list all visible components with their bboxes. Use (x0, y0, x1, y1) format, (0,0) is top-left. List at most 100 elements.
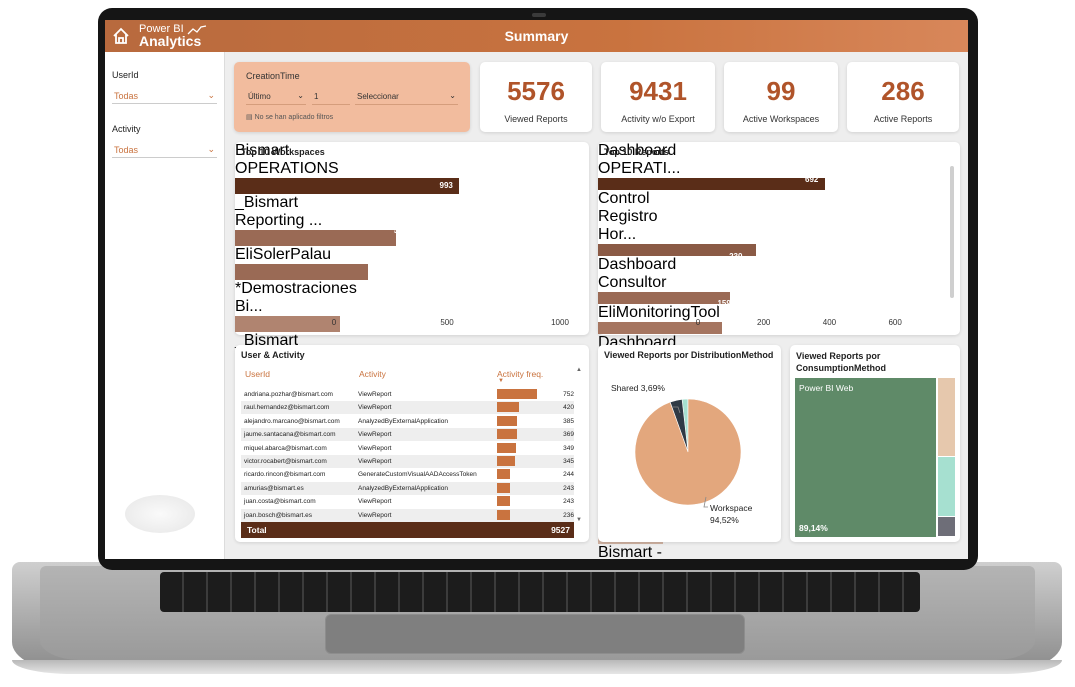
kpi-value: 5576 (507, 76, 565, 106)
user-activity-table: User & Activity UserId Activity Activity… (235, 345, 589, 542)
cell-activity: ViewReport (358, 431, 392, 439)
bar[interactable] (598, 322, 722, 334)
axis-tick-label: 1000 (551, 318, 569, 327)
filter-note: ▤ No se han aplicado filtros (246, 113, 333, 121)
table-title: User & Activity (241, 350, 305, 360)
brand-line2: Analytics (139, 33, 202, 49)
bar-value: 306 (741, 236, 755, 246)
table-row[interactable]: juan.costa@bismart.com ViewReport 243 (241, 495, 574, 509)
scroll-down-icon[interactable]: ▼ (576, 517, 582, 523)
keyboard (160, 572, 920, 612)
table-row[interactable]: miquel.abarca@bismart.com ViewReport 349 (241, 441, 574, 455)
bar[interactable] (235, 264, 368, 280)
pie-chart (634, 398, 742, 508)
freq-bar (497, 442, 516, 453)
chevron-down-icon: ⌄ (207, 90, 215, 100)
cell-freq: 369 (563, 431, 574, 439)
bar[interactable] (598, 244, 757, 256)
activity-dropdown[interactable]: Todas ⌄ (112, 142, 217, 158)
treemap-cell[interactable] (937, 457, 955, 517)
axis-tick-label: 500 (440, 318, 454, 327)
decorative-cloud (125, 495, 195, 533)
kpi-label: Activity w/o Export (621, 114, 695, 124)
treemap-pct: 89,14% (799, 523, 828, 533)
axis-tick-label: 0 (695, 318, 701, 327)
bar-value: 481 (770, 190, 784, 199)
cell-activity: AnalyzedByExternalApplication (358, 417, 448, 425)
col-userid[interactable]: UserId (245, 369, 271, 379)
cell-freq: 243 (563, 484, 574, 492)
scroll-up-icon[interactable]: ▲ (576, 367, 582, 373)
bar[interactable] (235, 316, 341, 332)
table-row[interactable]: joan.bosch@bismart.es ViewReport 236 (241, 508, 574, 522)
bar-value: 211 (726, 267, 740, 277)
axis-tick-label: 200 (757, 318, 771, 327)
freq-bar (497, 389, 537, 399)
dashboard-screen: Power BI Analytics Summary UserId Todas … (105, 20, 968, 559)
scrollbar[interactable]: ▲ ▼ (576, 367, 582, 527)
chart-title-line1: Viewed Reports por (796, 351, 881, 361)
table-row[interactable]: amurias@bismart.es AnalyzedByExternalAppl… (241, 481, 574, 495)
cell-freq: 244 (563, 471, 574, 479)
pie-slice-workspace[interactable] (634, 398, 742, 506)
laptop-edge (12, 660, 1062, 674)
bar-value: 465 (379, 248, 394, 257)
distribution-method-chart: Viewed Reports por DistributionMethod Sh… (598, 345, 781, 542)
cell-freq: 345 (563, 458, 574, 465)
bar-label: Bismart - Consolidat... (598, 544, 662, 559)
table-row[interactable]: alejandro.marcano@bismart.com AnalyzedByE… (241, 414, 574, 428)
unit-select[interactable]: Seleccionar ⌄ (355, 89, 458, 105)
treemap-cell[interactable] (937, 517, 955, 536)
scrollbar[interactable] (950, 166, 954, 298)
chart-title: Top 10 Workspaces (241, 147, 325, 157)
bar[interactable] (598, 292, 731, 304)
cell-freq: 236 (563, 511, 574, 519)
table-total-row: Total 9527 (241, 522, 574, 538)
axis-tick-label: 0 (331, 318, 337, 327)
bar-label: Dashboard OPERATI... (598, 142, 681, 177)
total-value: 9527 (551, 525, 570, 535)
trend-line-icon (187, 25, 207, 35)
pie-label-shared: Shared 3,69% (611, 383, 665, 393)
freq-bar (497, 429, 517, 440)
kpi-label: Active Reports (873, 114, 933, 124)
table-row[interactable]: andriana.pozhar@bismart.com ViewReport 752 (241, 388, 574, 401)
bar-value: 159 (717, 298, 731, 308)
pie-label-workspace-pct: 94,52% (710, 515, 739, 525)
top-reports-chart: Top 10 Reports Dashboard OPERATI... 692 Co… (598, 142, 960, 559)
unit-value: Seleccionar (357, 92, 399, 101)
kpi-value: 9431 (629, 76, 687, 106)
userid-dropdown[interactable]: Todas ⌄ (112, 88, 217, 104)
cell-freq: 385 (563, 417, 574, 425)
count-value: 1 (314, 92, 319, 101)
cell-userid: ricardo.rincon@bismart.com (244, 471, 326, 479)
table-row[interactable]: victor.rocabert@bismart.com ViewReport 345 (241, 455, 574, 468)
home-icon[interactable] (111, 26, 131, 46)
camera (532, 13, 546, 17)
treemap-cell[interactable] (937, 378, 955, 457)
cell-userid: juan.costa@bismart.com (244, 498, 316, 506)
top-workspaces-chart: Top 10 Workspaces Bismart OPERATIONS 993 _… (235, 142, 589, 418)
period-select[interactable]: Último ⌄ (246, 89, 306, 105)
chevron-down-icon: ⌄ (207, 144, 215, 154)
bar-value: 230 (729, 252, 743, 261)
bar[interactable] (598, 178, 826, 190)
bar[interactable] (235, 178, 460, 194)
period-value: Último (248, 92, 271, 101)
bar-label: EliSolerPalau (235, 246, 332, 263)
cell-activity: ViewReport (358, 391, 392, 398)
table-row[interactable]: jaume.santacana@bismart.com ViewReport 369 (241, 428, 574, 442)
axis-tick-label: 400 (822, 318, 837, 327)
bar-value: 403 (372, 270, 387, 280)
freq-bar (497, 469, 510, 480)
treemap-label: Power BI Web (799, 383, 854, 393)
col-activity[interactable]: Activity (359, 369, 386, 379)
userid-slicer-label: UserId (112, 70, 139, 80)
bar[interactable] (235, 230, 397, 246)
count-input[interactable]: 1 (312, 89, 350, 105)
table-row[interactable]: ricardo.rincon@bismart.com GenerateCustom… (241, 468, 574, 482)
treemap-cell-power-bi-web[interactable]: Power BI Web 89,14% (795, 378, 936, 537)
table-row[interactable]: raul.hernandez@bismart.com ViewReport 420 (241, 401, 574, 415)
bar-label: Control Registro Hor... (598, 190, 658, 243)
col-activity-freq[interactable]: Activity freq. (497, 369, 544, 379)
